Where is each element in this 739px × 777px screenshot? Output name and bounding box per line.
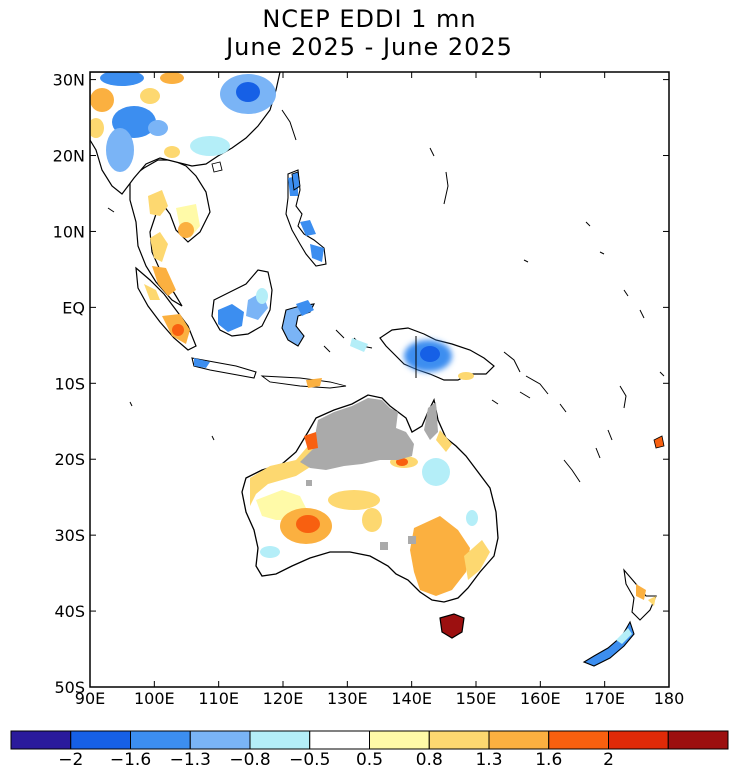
colorbar-swatch: [249, 730, 311, 750]
colorbar-swatch: [608, 730, 669, 750]
lat-tick-label: EQ: [62, 298, 85, 317]
lon-tick-label: 90E: [75, 689, 105, 708]
colorbar-swatch: [189, 730, 251, 750]
lon-tick-label: 160E: [520, 689, 561, 708]
colorbar: −2 −1.6 −1.3 −0.8 −0.5 0.5 0.8 1.3 1.6 2: [10, 730, 729, 770]
small-island-fills: [296, 300, 368, 352]
lat-tick-label: 10N: [53, 222, 85, 241]
colorbar-swatch: [488, 730, 550, 750]
lat-tick-label: 30S: [54, 526, 85, 545]
colorbar-label: −2: [58, 750, 83, 770]
lon-tick-label: 110E: [198, 689, 239, 708]
colorbar-label: −1.3: [170, 750, 211, 770]
pacific-islands: [107, 109, 665, 483]
lon-tick-label: 170E: [584, 689, 625, 708]
lat-tick-label: 40S: [54, 602, 85, 621]
lon-tick-label: 180: [654, 689, 685, 708]
tasmania: [439, 613, 465, 639]
lat-tick-label: 20N: [53, 147, 85, 166]
colorbar-swatch: [548, 730, 609, 750]
map-area: [90, 72, 665, 667]
colorbar-label: −0.8: [229, 750, 270, 770]
new-zealand-south-island: [582, 620, 635, 667]
colorbar-swatch: [369, 730, 430, 750]
colorbar-label: 0.8: [416, 750, 443, 770]
lon-tick-label: 140E: [391, 689, 432, 708]
lon-tick-label: 100E: [134, 689, 175, 708]
colorbar-swatch: [309, 730, 370, 750]
map-title: NCEP EDDI 1 mn: [262, 5, 477, 33]
colorbar-swatch: [10, 730, 72, 750]
lat-tick-label: 50S: [54, 678, 85, 697]
colorbar-label: −0.5: [289, 750, 330, 770]
colorbar-swatch: [130, 730, 191, 750]
latitude-axis: 30N 20N 10N EQ 10S 20S 30S 40S 50S: [53, 71, 669, 697]
longitude-axis: 90E 100E 110E 120E 130E 140E 150E 160E 170E 180: [75, 72, 685, 708]
lon-tick-label: 120E: [263, 689, 304, 708]
east-asia-anomaly-fill: [90, 72, 276, 172]
colorbar-label: 2: [603, 750, 614, 770]
colorbar-label: 1.3: [475, 750, 502, 770]
lon-tick-label: 150E: [456, 689, 497, 708]
map-subtitle-date-range: June 2025 - June 2025: [226, 33, 513, 61]
lat-tick-label: 20S: [54, 450, 85, 469]
missing-data-region: [300, 398, 414, 470]
map-frame: [89, 71, 670, 688]
lat-tick-label: 30N: [53, 71, 85, 90]
lon-tick-label: 130E: [327, 689, 368, 708]
lat-tick-label: 10S: [54, 374, 85, 393]
colorbar-swatch: [70, 730, 131, 750]
colorbar-swatch: [667, 730, 729, 750]
colorbar-label: −1.6: [110, 750, 151, 770]
colorbar-label: 1.6: [535, 750, 562, 770]
colorbar-swatch: [428, 730, 490, 750]
australia-anomaly-fill: [250, 430, 490, 596]
colorbar-label: 0.5: [356, 750, 383, 770]
